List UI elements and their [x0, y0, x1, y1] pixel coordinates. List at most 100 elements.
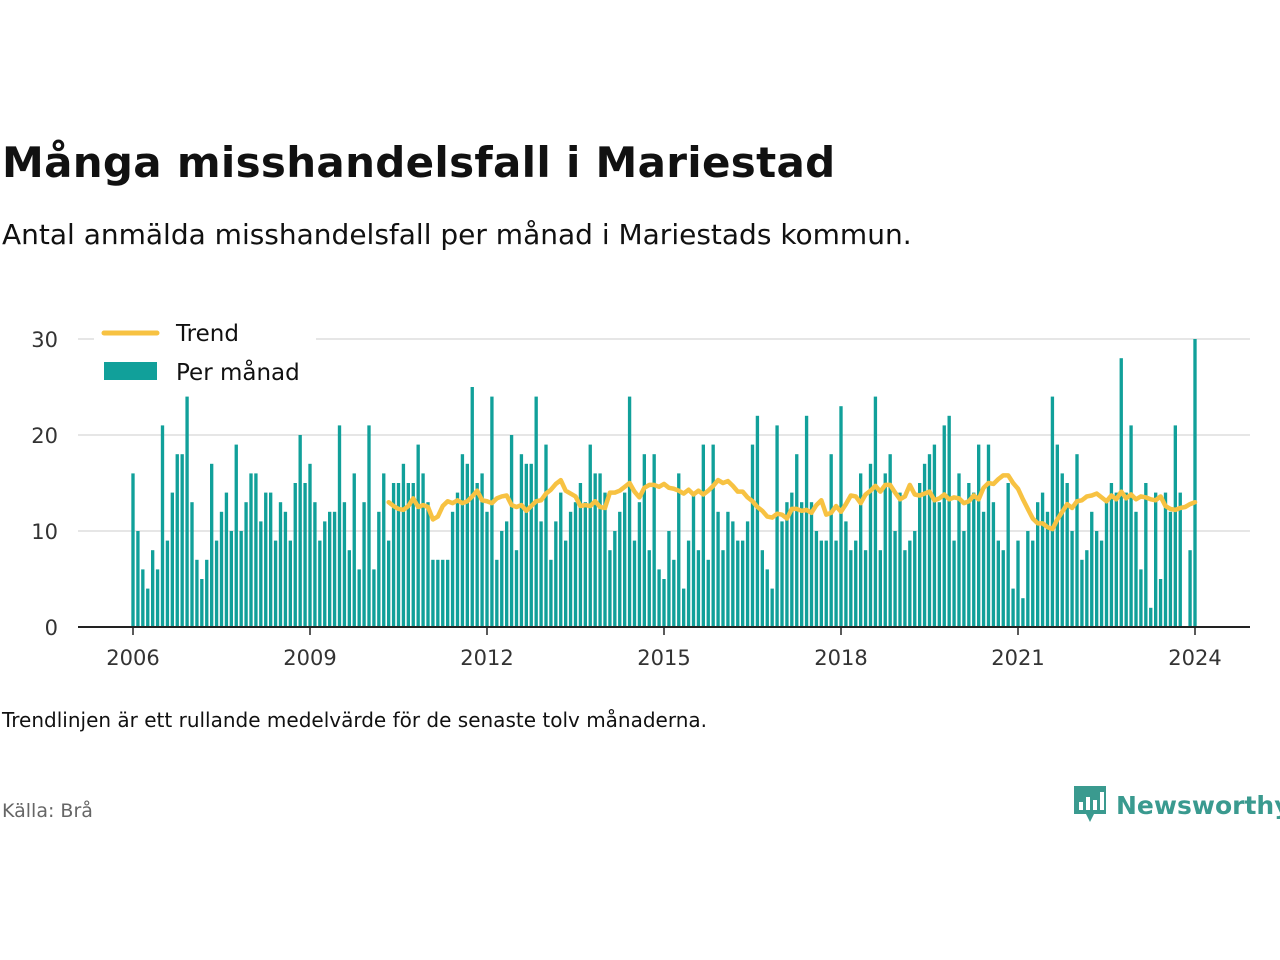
bar: [824, 540, 828, 627]
bar: [1036, 502, 1040, 627]
bar: [1129, 425, 1133, 627]
legend: Trend Per månad: [94, 318, 316, 396]
bar: [888, 454, 892, 627]
bar: [642, 454, 646, 627]
bar: [337, 425, 342, 627]
bar: [362, 502, 366, 627]
bar: [278, 502, 283, 627]
bar: [800, 502, 804, 627]
bar: [293, 483, 297, 627]
bar: [583, 502, 587, 627]
bar: [667, 531, 671, 627]
bar: [1016, 540, 1020, 627]
bar: [1188, 550, 1192, 627]
x-tick-label: 2009: [283, 646, 336, 670]
bar: [1158, 579, 1163, 627]
bar: [873, 396, 878, 627]
bar: [131, 473, 135, 627]
bar: [878, 550, 882, 627]
bar: [804, 415, 809, 627]
bar: [647, 550, 651, 627]
bar: [559, 492, 563, 627]
bar: [1144, 483, 1148, 627]
bar: [716, 511, 720, 627]
bar: [490, 396, 494, 627]
bar: [996, 540, 1000, 627]
bar: [1045, 511, 1050, 627]
bar: [711, 444, 715, 627]
bar: [283, 511, 288, 627]
bar: [1065, 483, 1069, 627]
bar: [1099, 540, 1104, 627]
bar: [151, 550, 155, 627]
bar: [1173, 425, 1177, 627]
bar: [942, 425, 946, 627]
bar: [1163, 492, 1168, 627]
bar: [391, 483, 396, 627]
bar: [195, 559, 199, 627]
bar: [790, 492, 794, 627]
bar: [155, 569, 160, 627]
bar: [760, 550, 764, 627]
bar: [269, 492, 273, 627]
bar: [401, 463, 406, 627]
y-tick-label: 20: [31, 424, 58, 448]
bar: [372, 569, 376, 627]
bar: [1040, 492, 1045, 627]
bar: [573, 502, 578, 627]
y-tick-label: 0: [45, 616, 58, 640]
bar: [1031, 540, 1035, 627]
bar: [903, 550, 907, 627]
bar: [770, 588, 774, 627]
bar: [593, 473, 597, 627]
bar: [706, 559, 710, 627]
bar: [146, 588, 150, 627]
bar: [898, 492, 902, 627]
bar: [598, 473, 602, 627]
legend-trend-label: Trend: [175, 321, 239, 347]
chart-subtitle: Antal anmälda misshandelsfall per månad …: [2, 218, 912, 251]
bar: [991, 502, 996, 627]
bar: [1080, 559, 1084, 627]
bar: [411, 483, 415, 627]
bar: [318, 540, 322, 627]
bar: [918, 483, 922, 627]
bar: [1026, 531, 1030, 627]
bar: [755, 415, 760, 627]
bar: [524, 463, 528, 627]
bar: [1060, 473, 1064, 627]
bar: [686, 540, 691, 627]
bar: [332, 511, 337, 627]
bar: [731, 521, 735, 627]
bar: [288, 540, 292, 627]
bar: [190, 502, 194, 627]
bar: [1095, 531, 1099, 627]
bar: [539, 521, 543, 627]
y-tick-label: 30: [31, 328, 58, 352]
bar: [460, 454, 465, 627]
bar: [1193, 339, 1197, 627]
bar: [549, 559, 553, 627]
bar: [967, 483, 971, 627]
bar: [657, 569, 661, 627]
bar: [578, 483, 583, 627]
bar: [1139, 569, 1143, 627]
bar: [854, 540, 858, 627]
bar: [219, 511, 224, 627]
trend-line: [386, 473, 1198, 532]
bar: [637, 502, 642, 627]
bar: [1006, 483, 1010, 627]
bar: [519, 454, 524, 627]
bar: [972, 492, 976, 627]
bar: [387, 540, 391, 627]
trend-series: [386, 473, 1198, 532]
bar: [396, 483, 401, 627]
brand-logo-link[interactable]: Newsworthy: [1072, 784, 1280, 826]
bar: [677, 473, 681, 627]
bar: [554, 521, 558, 627]
bar: [977, 444, 981, 627]
bar: [1075, 454, 1079, 627]
bar: [160, 425, 165, 627]
legend-bar-swatch: [104, 362, 157, 380]
bar: [514, 550, 519, 627]
